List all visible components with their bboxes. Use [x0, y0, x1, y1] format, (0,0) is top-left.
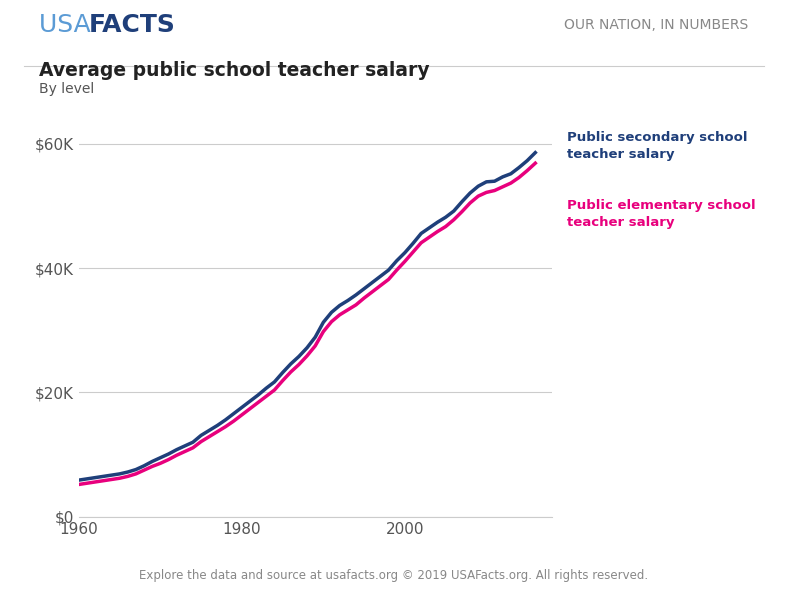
- Text: USA: USA: [39, 13, 99, 37]
- Text: OUR NATION, IN NUMBERS: OUR NATION, IN NUMBERS: [564, 18, 749, 32]
- Text: Average public school teacher salary: Average public school teacher salary: [39, 61, 430, 80]
- Text: Explore the data and source at usafacts.org © 2019 USAFacts.org. All rights rese: Explore the data and source at usafacts.…: [139, 569, 649, 582]
- Text: FACTS: FACTS: [88, 13, 175, 37]
- Text: By level: By level: [39, 82, 95, 96]
- Text: Public elementary school
teacher salary: Public elementary school teacher salary: [567, 198, 756, 229]
- Text: Public secondary school
teacher salary: Public secondary school teacher salary: [567, 131, 748, 161]
